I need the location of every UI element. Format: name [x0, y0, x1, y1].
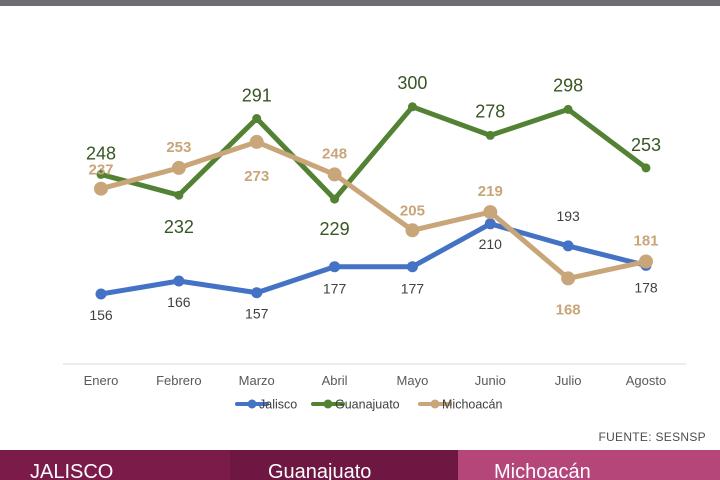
data-label-michoacan-julio: 168	[556, 301, 581, 318]
data-label-guanajuato-marzo: 291	[242, 86, 272, 106]
x-tick-label-abril: Abril	[322, 373, 348, 388]
legend-marker-michoacan	[430, 399, 440, 409]
data-label-jalisco-mayo: 177	[401, 281, 425, 297]
point-jalisco-julio	[562, 240, 574, 252]
x-tick-label-junio: Junio	[475, 373, 506, 388]
x-tick-label-febrero: Febrero	[156, 373, 202, 388]
data-label-michoacan-mayo: 205	[400, 202, 425, 219]
line-chart: Enero Febrero Marzo Abril Mayo Junio Julio Agos…	[63, 73, 686, 412]
top-strip	[0, 0, 720, 6]
point-michoacan-marzo	[249, 134, 264, 149]
point-guanajuato-agosto	[641, 163, 651, 173]
footer-tab-jalisco[interactable]: JALISCO	[0, 450, 230, 480]
x-tick-label-agosto: Agosto	[626, 373, 666, 388]
data-label-michoacan-febrero: 253	[166, 139, 191, 156]
point-michoacan-abril	[327, 167, 342, 182]
point-guanajuato-junio	[485, 130, 495, 140]
data-label-jalisco-junio: 210	[479, 236, 503, 252]
point-jalisco-enero	[95, 288, 107, 300]
legend-label-guanajuato: Guanajuato	[335, 398, 400, 412]
data-label-guanajuato-mayo: 300	[397, 73, 427, 93]
point-guanajuato-mayo	[407, 102, 417, 112]
point-guanajuato-marzo	[252, 114, 262, 123]
point-michoacan-mayo	[405, 223, 420, 238]
data-label-jalisco-agosto: 178	[634, 279, 658, 295]
point-jalisco-mayo	[406, 261, 418, 273]
chart: Enero Febrero Marzo Abril Mayo Junio Julio Agos…	[0, 6, 720, 450]
point-guanajuato-julio	[563, 104, 573, 114]
data-label-jalisco-febrero: 166	[167, 294, 191, 310]
point-jalisco-marzo	[251, 287, 263, 299]
data-label-michoacan-marzo: 273	[244, 168, 269, 185]
point-michoacan-julio	[561, 271, 576, 286]
point-michoacan-enero	[94, 181, 108, 196]
series-line-michoacan	[98, 139, 649, 281]
x-tick-label-marzo: Marzo	[239, 373, 275, 388]
point-jalisco-abril	[329, 261, 341, 273]
point-guanajuato-enero	[96, 169, 106, 179]
x-tick-label-enero: Enero	[84, 373, 119, 388]
point-guanajuato-abril	[330, 194, 340, 204]
point-guanajuato-febrero	[174, 190, 184, 200]
data-label-guanajuato-julio: 298	[553, 75, 583, 95]
data-label-jalisco-abril: 177	[323, 281, 347, 297]
legend-marker-jalisco	[247, 399, 257, 409]
data-label-michoacan-agosto: 181	[633, 233, 658, 250]
point-jalisco-febrero	[173, 275, 185, 287]
legend-label-jalisco: Jalisco	[259, 398, 297, 412]
data-label-jalisco-julio: 193	[556, 208, 580, 224]
footer-tab-guanajuato[interactable]: Guanajuato	[230, 450, 458, 480]
data-label-guanajuato-febrero: 232	[164, 217, 194, 237]
point-michoacan-agosto	[639, 254, 653, 269]
x-tick-label-julio: Julio	[555, 373, 582, 388]
data-label-michoacan-junio: 219	[478, 183, 503, 200]
data-label-guanajuato-junio: 278	[475, 101, 505, 121]
x-tick-label-mayo: Mayo	[397, 373, 429, 388]
point-michoacan-febrero	[171, 160, 186, 175]
data-label-jalisco-enero: 156	[89, 307, 113, 323]
data-label-jalisco-marzo: 157	[245, 306, 269, 322]
footer-tab-michoacan[interactable]: Michoacán	[458, 450, 720, 480]
point-jalisco-junio	[484, 218, 496, 230]
data-label-guanajuato-agosto: 253	[631, 135, 661, 155]
data-label-guanajuato-enero: 248	[86, 143, 116, 163]
series-line-guanajuato	[98, 104, 649, 202]
data-label-michoacan-abril: 248	[322, 145, 347, 162]
data-label-michoacan-enero: 237	[88, 162, 113, 179]
source-note: FUENTE: SESNSP	[598, 430, 706, 444]
legend-marker-guanajuato	[323, 399, 333, 409]
series-line-jalisco	[98, 221, 649, 297]
data-label-guanajuato-abril: 229	[320, 219, 350, 239]
legend-label-michoacan: Michoacán	[442, 398, 502, 412]
point-michoacan-junio	[483, 205, 498, 220]
footer-bar: JALISCO Guanajuato Michoacán	[0, 450, 720, 480]
